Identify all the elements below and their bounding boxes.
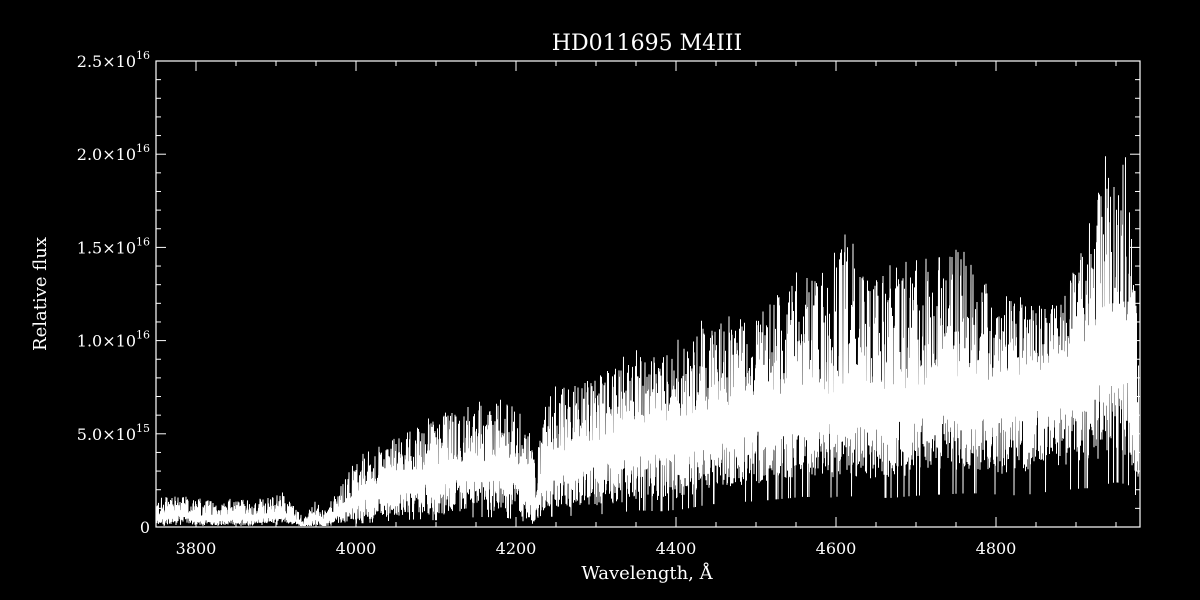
y-axis-label: Relative flux: [30, 237, 51, 351]
axis-ticks: [155, 60, 1140, 528]
x-tick-label: 4800: [976, 539, 1017, 558]
y-tick-label: 5.0×1015: [77, 422, 150, 444]
x-tick-label: 4000: [336, 539, 377, 558]
chart-title: HD011695 M4III: [552, 31, 742, 56]
x-tick-label: 4600: [816, 539, 857, 558]
x-tick-labels: 3800 4000 4200 4400 4600 4800: [176, 539, 1017, 558]
x-tick-label: 4400: [656, 539, 697, 558]
spectrum-layer: [156, 156, 1139, 527]
y-tick-label: 1.5×1016: [77, 235, 150, 257]
y-tick-label: 2.0×1016: [77, 142, 150, 164]
spectrum-line: [156, 156, 1139, 527]
x-tick-label: 4200: [496, 539, 537, 558]
x-axis-label: Wavelength, Å: [581, 562, 713, 584]
y-tick-label: 0: [140, 518, 150, 537]
y-tick-label: 1.0×1016: [77, 329, 150, 351]
plot-frame: [155, 60, 1141, 528]
y-tick-label: 2.5×1016: [77, 49, 150, 71]
y-tick-labels: 0 5.0×1015 1.0×1016 1.5×1016 2.0×1016 2.5×101…: [77, 49, 150, 537]
x-tick-label: 3800: [176, 539, 217, 558]
